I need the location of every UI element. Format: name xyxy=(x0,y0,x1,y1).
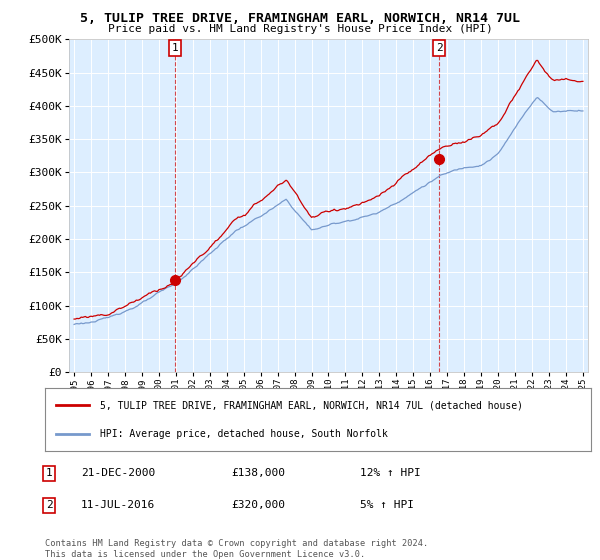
Text: 12% ↑ HPI: 12% ↑ HPI xyxy=(360,468,421,478)
Text: 11-JUL-2016: 11-JUL-2016 xyxy=(81,500,155,510)
Text: 5, TULIP TREE DRIVE, FRAMINGHAM EARL, NORWICH, NR14 7UL: 5, TULIP TREE DRIVE, FRAMINGHAM EARL, NO… xyxy=(80,12,520,25)
Text: £320,000: £320,000 xyxy=(231,500,285,510)
Text: 2: 2 xyxy=(46,500,53,510)
Text: Contains HM Land Registry data © Crown copyright and database right 2024.
This d: Contains HM Land Registry data © Crown c… xyxy=(45,539,428,559)
Text: 5% ↑ HPI: 5% ↑ HPI xyxy=(360,500,414,510)
Text: HPI: Average price, detached house, South Norfolk: HPI: Average price, detached house, Sout… xyxy=(100,429,388,439)
Text: 1: 1 xyxy=(46,468,53,478)
Text: 21-DEC-2000: 21-DEC-2000 xyxy=(81,468,155,478)
Text: £138,000: £138,000 xyxy=(231,468,285,478)
Text: 1: 1 xyxy=(172,43,179,53)
Text: Price paid vs. HM Land Registry's House Price Index (HPI): Price paid vs. HM Land Registry's House … xyxy=(107,24,493,34)
Text: 2: 2 xyxy=(436,43,443,53)
Text: 5, TULIP TREE DRIVE, FRAMINGHAM EARL, NORWICH, NR14 7UL (detached house): 5, TULIP TREE DRIVE, FRAMINGHAM EARL, NO… xyxy=(100,400,523,410)
